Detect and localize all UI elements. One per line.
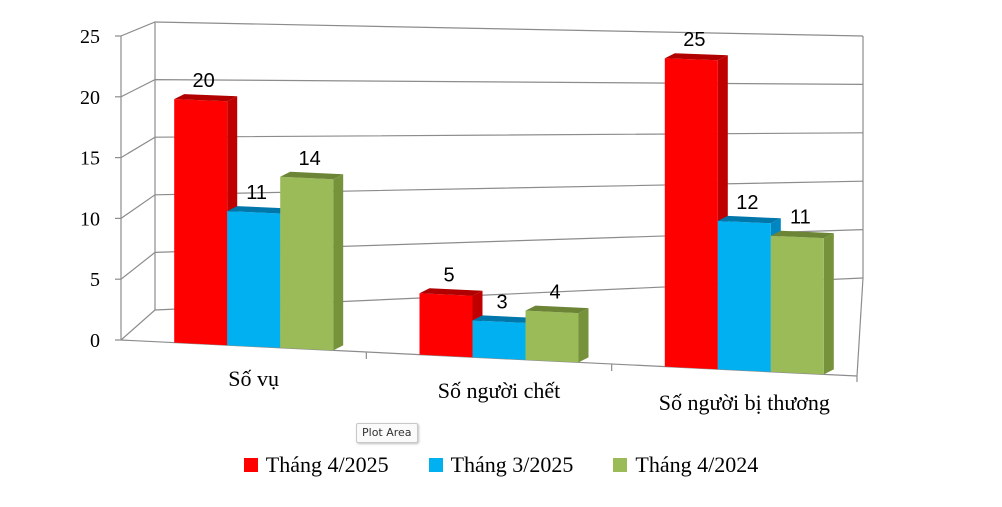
legend-label-3: Tháng 4/2024 (635, 452, 759, 477)
bar-1-3 (280, 176, 334, 351)
bar-2-3 (525, 310, 579, 363)
x-category-label-2: Số người chết (438, 378, 561, 403)
bar-2-2 (472, 320, 526, 360)
bar-3-3-top (770, 230, 834, 239)
bar-2-1-top (419, 288, 483, 296)
y-tick-label-3: 15 (80, 148, 100, 170)
bar-1-2 (227, 211, 281, 348)
data-label-2-3: 4 (549, 282, 560, 304)
legend-swatch-3 (613, 458, 628, 472)
legend-item-3[interactable]: Tháng 4/2024 (613, 452, 758, 478)
data-label-2-2: 3 (496, 291, 507, 313)
bar-3-2-top (717, 215, 781, 224)
data-label-3-3: 11 (790, 207, 811, 229)
data-label-1-3: 14 (299, 148, 321, 170)
data-label-2-1: 5 (443, 264, 454, 286)
y-tick-label-5: 25 (80, 26, 100, 48)
data-label-3-2: 12 (736, 192, 758, 214)
bar-2-1 (419, 293, 473, 358)
legend: Tháng 4/2025 Tháng 3/2025 Tháng 4/2024 (0, 452, 1002, 478)
legend-label-1: Tháng 4/2025 (265, 452, 389, 477)
bar-2-2-top (472, 315, 536, 323)
x-category-label-1: Số vụ (228, 366, 279, 391)
bar-2-3-side (578, 308, 589, 363)
bar-3-1-top (664, 53, 728, 61)
legend-swatch-1 (243, 458, 258, 472)
data-label-1-1: 20 (193, 70, 215, 92)
legend-item-1[interactable]: Tháng 4/2025 (243, 452, 389, 478)
bar-2-3-top (525, 305, 589, 314)
legend-swatch-2 (428, 458, 443, 472)
y-tick-label-0: 0 (90, 330, 100, 352)
data-label-1-2: 11 (246, 182, 267, 204)
floor-right-edge (856, 277, 864, 377)
gridline-5 (120, 21, 864, 37)
bar-1-1-top (174, 94, 238, 102)
bar-3-1 (664, 58, 718, 370)
bar-1-2-top (227, 206, 291, 214)
bar-1-3-side (333, 174, 344, 351)
y-tick-label-4: 20 (80, 87, 100, 109)
bar-1-1 (174, 99, 228, 346)
x-category-label-3: Số người bị thương (659, 390, 830, 415)
bar-3-3 (770, 235, 824, 375)
gridline-4 (120, 78, 864, 98)
y-tick-label-1: 5 (90, 269, 100, 291)
y-tick-label-2: 10 (80, 208, 100, 230)
legend-item-2[interactable]: Tháng 3/2025 (428, 452, 574, 478)
bar-1-3-top (280, 171, 344, 180)
legend-label-2: Tháng 3/2025 (450, 452, 574, 477)
bar-3-2 (717, 220, 771, 372)
data-label-3-1: 25 (683, 29, 705, 51)
bar-3-3-side (823, 233, 834, 375)
plot-area-tooltip: Plot Area (356, 423, 418, 443)
